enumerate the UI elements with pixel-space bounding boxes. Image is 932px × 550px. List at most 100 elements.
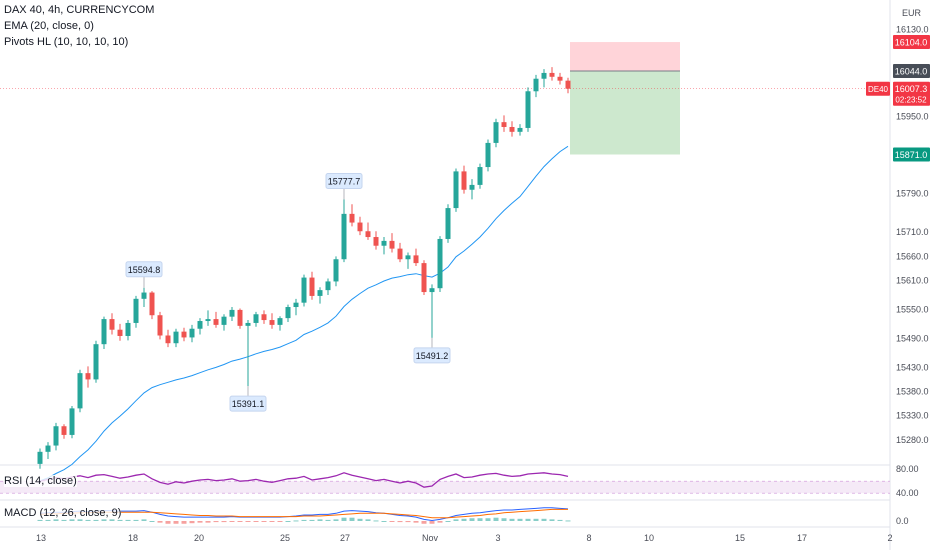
- price-tick-label: 15660.0: [896, 251, 929, 261]
- last-price-tag: 16007.3: [895, 84, 928, 94]
- macd-histogram-bar: [413, 521, 419, 523]
- candle[interactable]: [173, 331, 179, 344]
- stop-loss-zone[interactable]: [570, 42, 680, 71]
- candle[interactable]: [61, 426, 67, 435]
- candle[interactable]: [285, 307, 291, 319]
- rsi-legend[interactable]: RSI (14, close): [4, 475, 77, 487]
- candle[interactable]: [157, 315, 163, 336]
- price-tick-label: 15790.0: [896, 189, 929, 199]
- time-tick-label: 10: [644, 533, 654, 543]
- macd-histogram-bar: [157, 521, 163, 523]
- price-tick-label: 15550.0: [896, 304, 929, 314]
- candle[interactable]: [277, 318, 283, 325]
- macd-legend[interactable]: MACD (12, 26, close, 9): [4, 507, 122, 519]
- candle[interactable]: [469, 184, 475, 190]
- candle[interactable]: [293, 302, 299, 308]
- candle[interactable]: [325, 281, 331, 291]
- candle[interactable]: [541, 72, 547, 79]
- candle[interactable]: [117, 329, 123, 336]
- candle[interactable]: [53, 426, 59, 446]
- candle[interactable]: [333, 259, 339, 282]
- candle[interactable]: [453, 171, 459, 209]
- symbol-legend[interactable]: DAX 40, 4h, CURRENCYCOM: [4, 4, 154, 16]
- candle[interactable]: [349, 213, 355, 223]
- candle[interactable]: [477, 167, 483, 185]
- candle[interactable]: [93, 344, 99, 380]
- candle[interactable]: [485, 142, 491, 168]
- macd-signal-line: [39, 508, 568, 519]
- macd-histogram-bar: [477, 518, 483, 521]
- candle[interactable]: [309, 277, 315, 296]
- candle[interactable]: [197, 321, 203, 329]
- candle[interactable]: [301, 277, 307, 303]
- candle[interactable]: [45, 445, 51, 452]
- candle[interactable]: [437, 238, 443, 289]
- candle[interactable]: [493, 122, 499, 143]
- candle[interactable]: [77, 373, 83, 409]
- candle[interactable]: [533, 78, 539, 92]
- macd-histogram-bar: [525, 518, 531, 521]
- macd-histogram-bar: [501, 518, 507, 521]
- candle[interactable]: [253, 314, 259, 323]
- candle[interactable]: [237, 309, 243, 326]
- time-tick-label: 18: [128, 533, 138, 543]
- candle[interactable]: [229, 309, 235, 317]
- candle[interactable]: [317, 290, 323, 296]
- macd-histogram-bar: [37, 519, 43, 521]
- candle[interactable]: [205, 319, 211, 322]
- candle[interactable]: [165, 335, 171, 344]
- candle[interactable]: [221, 316, 227, 325]
- time-tick-label: 25: [280, 533, 290, 543]
- candle[interactable]: [373, 237, 379, 246]
- candle[interactable]: [341, 213, 347, 260]
- candle[interactable]: [461, 171, 467, 190]
- macd-histogram-bar: [69, 519, 75, 521]
- candle[interactable]: [389, 240, 395, 249]
- candle[interactable]: [413, 255, 419, 264]
- candle[interactable]: [85, 373, 91, 380]
- candle[interactable]: [189, 328, 195, 338]
- candle[interactable]: [101, 319, 107, 345]
- candle[interactable]: [565, 80, 571, 89]
- candle[interactable]: [501, 122, 507, 127]
- price-tick-label: 15430.0: [896, 362, 929, 372]
- candle[interactable]: [557, 76, 563, 81]
- candle[interactable]: [517, 127, 523, 132]
- macd-histogram-bar: [261, 521, 267, 522]
- candle[interactable]: [445, 208, 451, 239]
- macd-histogram-bar: [213, 521, 219, 523]
- candle[interactable]: [245, 322, 251, 326]
- candle[interactable]: [429, 288, 435, 293]
- candle[interactable]: [549, 72, 555, 77]
- target-price-tag: 15871.0: [895, 150, 928, 160]
- macd-histogram-bar: [101, 519, 107, 521]
- candle[interactable]: [125, 322, 131, 336]
- candle[interactable]: [69, 408, 75, 435]
- candle[interactable]: [261, 314, 267, 321]
- pivots-legend[interactable]: Pivots HL (10, 10, 10, 10): [4, 36, 128, 48]
- take-profit-zone[interactable]: [570, 71, 680, 155]
- candle[interactable]: [181, 331, 187, 338]
- rsi-line: [39, 472, 569, 488]
- candle[interactable]: [141, 292, 147, 299]
- candle[interactable]: [37, 451, 43, 464]
- candle[interactable]: [365, 231, 371, 238]
- candle[interactable]: [109, 319, 115, 330]
- candle[interactable]: [149, 292, 155, 316]
- candle[interactable]: [269, 320, 275, 325]
- candle[interactable]: [357, 222, 363, 232]
- macd-histogram-bar: [237, 521, 243, 522]
- ema-legend[interactable]: EMA (20, close, 0): [4, 20, 94, 32]
- macd-histogram-bar: [349, 517, 355, 521]
- candle[interactable]: [381, 240, 387, 246]
- candle[interactable]: [405, 255, 411, 260]
- candle[interactable]: [213, 319, 219, 325]
- macd-histogram-bar: [565, 520, 571, 522]
- candle[interactable]: [397, 248, 403, 260]
- candle[interactable]: [509, 126, 515, 132]
- candle[interactable]: [133, 298, 139, 323]
- candle[interactable]: [421, 263, 427, 293]
- candle[interactable]: [525, 91, 531, 128]
